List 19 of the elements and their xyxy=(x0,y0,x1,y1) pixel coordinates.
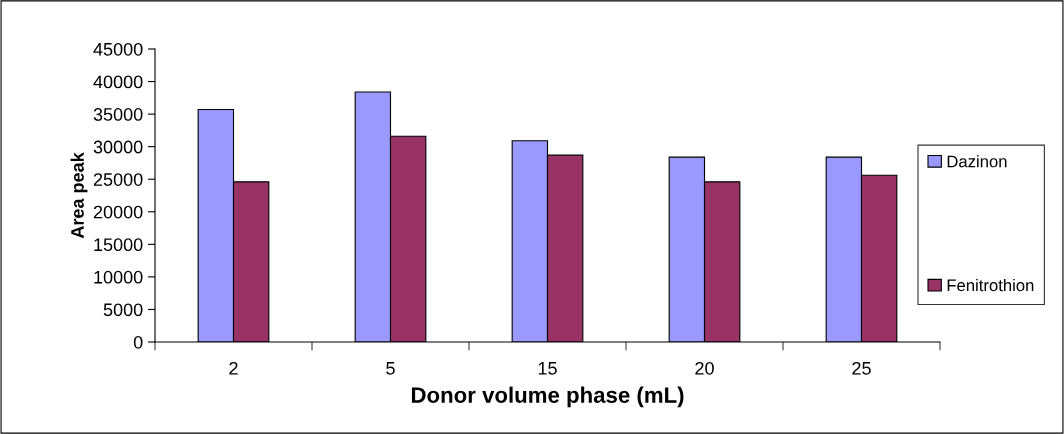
x-axis-title: Donor volume phase (mL) xyxy=(411,386,684,408)
x-tick-label: 5 xyxy=(386,362,395,375)
y-axis-title: Area peak xyxy=(70,152,88,239)
y-tick-label: 45000 xyxy=(93,42,143,56)
y-tick-label: 35000 xyxy=(93,108,143,121)
y-tick-label: 20000 xyxy=(93,205,143,219)
y-tick-label: 5000 xyxy=(103,303,143,317)
y-tick-label: 40000 xyxy=(93,75,143,89)
y-tick-label: 10000 xyxy=(94,270,143,284)
legend-label: Fenitrothion xyxy=(947,278,1034,292)
x-tick-label: 20 xyxy=(695,361,714,375)
x-tick-label: 15 xyxy=(538,362,557,375)
y-tick-label: 25000 xyxy=(93,173,143,186)
x-tick-label: 25 xyxy=(852,361,871,375)
x-tick-label: 2 xyxy=(229,361,238,375)
y-tick-label: 15000 xyxy=(94,238,143,252)
y-tick-label: 30000 xyxy=(93,140,143,154)
legend-label: Dazinon xyxy=(947,155,1007,168)
y-tick-label: 0 xyxy=(133,335,143,349)
